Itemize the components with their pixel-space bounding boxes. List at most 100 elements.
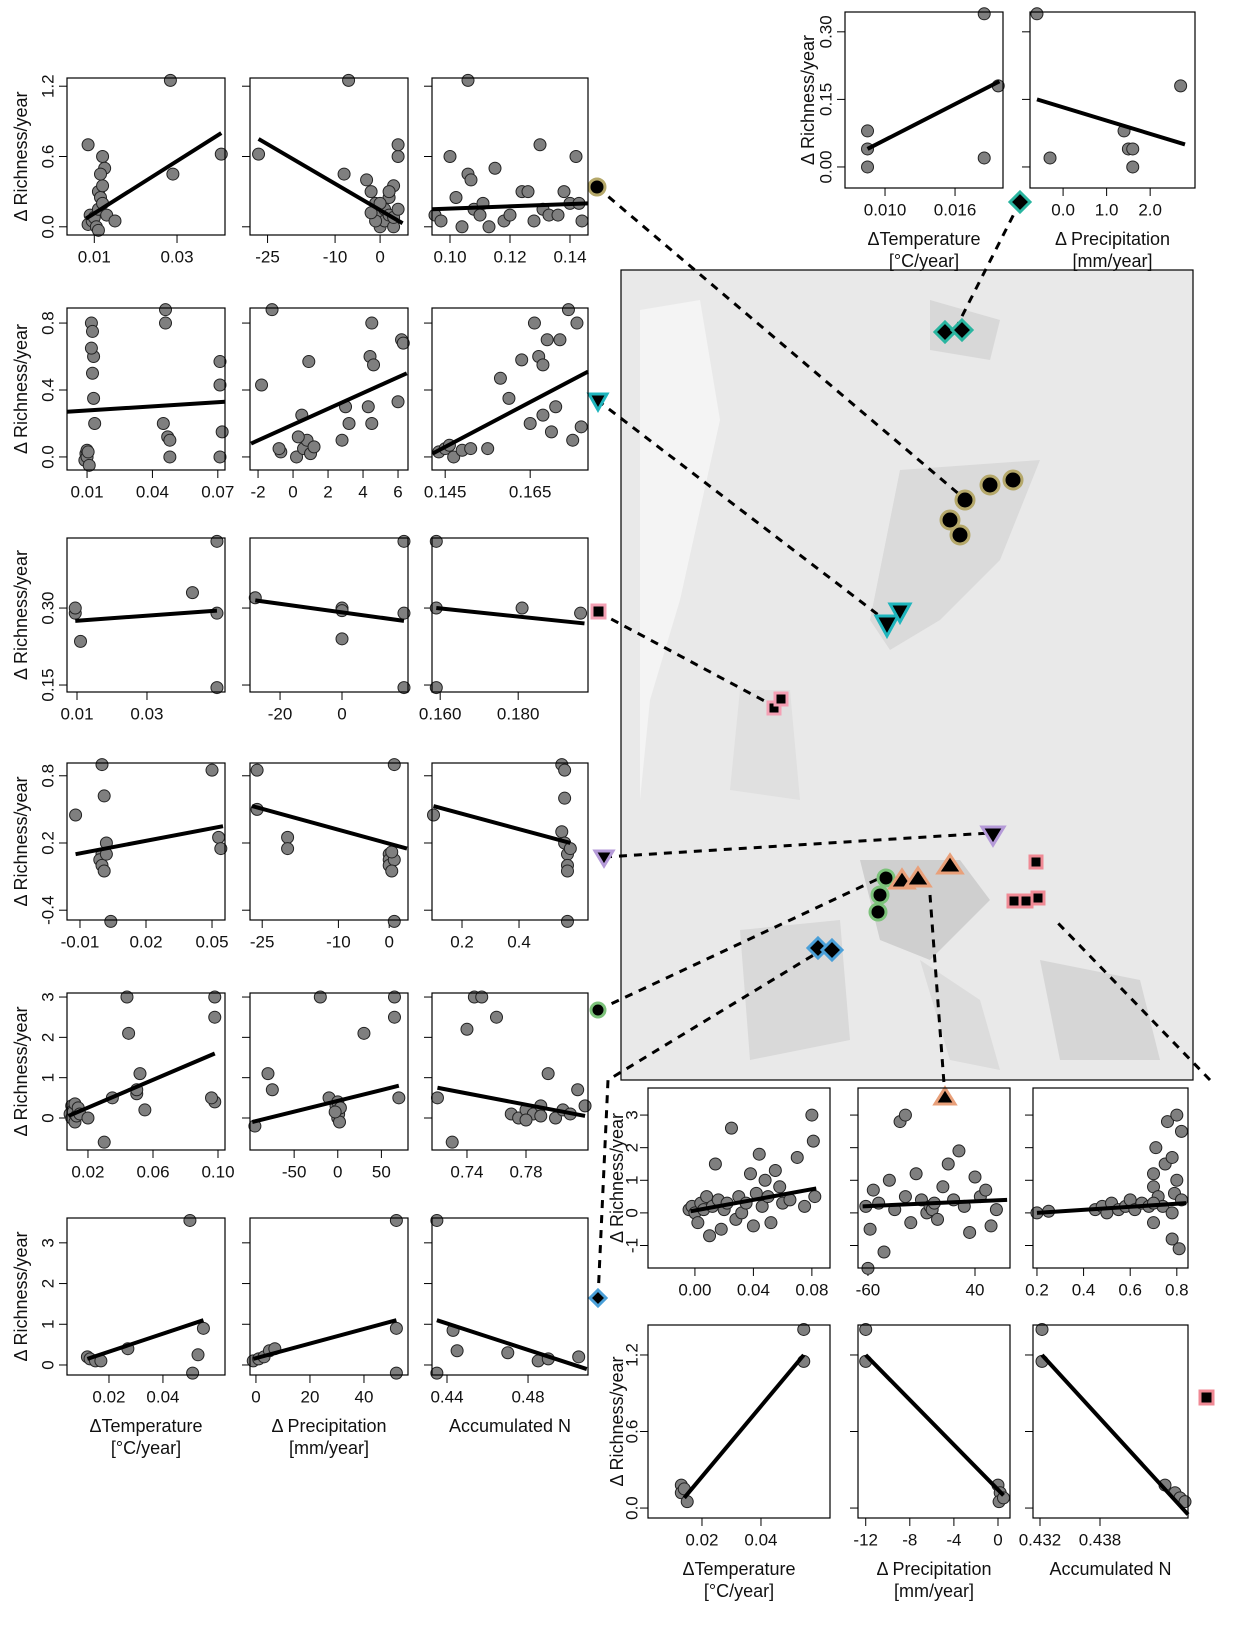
site-marker bbox=[1006, 893, 1022, 909]
point bbox=[255, 378, 269, 392]
point bbox=[166, 167, 180, 181]
point bbox=[473, 208, 487, 222]
point bbox=[904, 1216, 918, 1230]
fit-line bbox=[75, 608, 218, 623]
point bbox=[96, 150, 110, 163]
y-tick-label: 3 bbox=[622, 1110, 641, 1119]
y-tick-label: 0.0 bbox=[622, 1496, 641, 1520]
x-axis-label: [mm/year] bbox=[1072, 251, 1152, 271]
x-tick-label: 0 bbox=[993, 1530, 1002, 1549]
point bbox=[205, 1091, 219, 1105]
point bbox=[527, 316, 541, 330]
x-tick-label: 0.0 bbox=[1051, 200, 1075, 219]
x-tick-label: -4 bbox=[946, 1530, 961, 1549]
site-marker bbox=[939, 509, 961, 531]
land bbox=[640, 300, 720, 800]
site-marker bbox=[868, 902, 888, 922]
y-tick-label: 0.6 bbox=[622, 1420, 641, 1444]
site-marker bbox=[1018, 893, 1034, 909]
point bbox=[391, 150, 405, 163]
x-tick-label: -12 bbox=[853, 1530, 878, 1549]
panel: 0.01 0.03 0.0 0.6 1.2 Δ Richness/year bbox=[11, 73, 228, 266]
x-tick-label: 0 bbox=[251, 1387, 260, 1406]
x-axis-label: Accumulated N bbox=[449, 1416, 571, 1436]
x-tick-label: 0.438 bbox=[1079, 1530, 1122, 1549]
x-axis-label: [°C/year] bbox=[111, 1438, 181, 1458]
point bbox=[806, 1134, 820, 1148]
point bbox=[808, 1190, 822, 1204]
point bbox=[570, 316, 584, 330]
point bbox=[85, 324, 99, 338]
point bbox=[743, 1167, 757, 1181]
site-marker bbox=[590, 603, 607, 620]
point bbox=[104, 914, 118, 928]
x-tick-label: 1.0 bbox=[1095, 200, 1119, 219]
point bbox=[931, 1212, 945, 1226]
point bbox=[215, 425, 229, 439]
point bbox=[205, 763, 219, 777]
point bbox=[214, 842, 228, 856]
point bbox=[443, 150, 457, 163]
x-tick-label: 50 bbox=[372, 1162, 391, 1181]
x-tick-label: -0.01 bbox=[61, 932, 100, 951]
plot-frame bbox=[66, 1217, 226, 1376]
y-tick-label: 2 bbox=[38, 1033, 57, 1042]
point bbox=[382, 185, 396, 199]
point bbox=[120, 990, 134, 1004]
plot-frame bbox=[857, 1324, 1011, 1519]
x-tick-label: 0.14 bbox=[553, 247, 586, 266]
point bbox=[430, 1366, 444, 1380]
point bbox=[561, 303, 575, 317]
plot-frame bbox=[66, 762, 226, 921]
point bbox=[94, 167, 108, 181]
point bbox=[898, 1108, 912, 1122]
x-tick-label: 0.12 bbox=[493, 247, 526, 266]
x-tick-label: 0.06 bbox=[136, 1162, 169, 1181]
point bbox=[265, 303, 279, 317]
point bbox=[387, 758, 401, 772]
y-axis-label: Δ Richness/year bbox=[11, 550, 31, 680]
point bbox=[391, 395, 405, 409]
fit-line bbox=[257, 137, 404, 226]
x-tick-label: -50 bbox=[282, 1162, 307, 1181]
panel: 0.2 0.4 0.6 0.8 bbox=[1025, 1087, 1189, 1299]
point bbox=[861, 160, 875, 174]
x-tick-label: 0.2 bbox=[1025, 1280, 1049, 1299]
point bbox=[575, 214, 589, 228]
y-axis-label: Δ Richness/year bbox=[11, 91, 31, 221]
x-tick-label: 0.02 bbox=[71, 1162, 104, 1181]
point bbox=[1126, 142, 1140, 156]
point bbox=[572, 1350, 586, 1364]
fit-line bbox=[432, 804, 571, 845]
point bbox=[489, 1010, 503, 1024]
fit-line bbox=[1040, 1353, 1190, 1516]
fit-line bbox=[250, 371, 408, 446]
y-tick-label: 0 bbox=[38, 1113, 57, 1122]
x-tick-label: 0.03 bbox=[160, 247, 193, 266]
point bbox=[328, 1105, 342, 1119]
point bbox=[571, 1083, 585, 1097]
y-tick-label: -0.4 bbox=[38, 896, 57, 925]
point bbox=[680, 1495, 694, 1509]
plot-frame bbox=[249, 77, 409, 236]
point bbox=[790, 1150, 804, 1164]
point bbox=[191, 1348, 205, 1362]
point bbox=[250, 763, 264, 777]
point bbox=[360, 173, 374, 187]
x-axis-label: ΔTemperature bbox=[682, 1559, 795, 1579]
point bbox=[397, 681, 411, 695]
point bbox=[445, 1135, 459, 1149]
point bbox=[805, 1108, 819, 1122]
y-tick-label: 0.0 bbox=[38, 215, 57, 239]
point bbox=[488, 161, 502, 175]
x-tick-label: -8 bbox=[902, 1530, 917, 1549]
point bbox=[365, 316, 379, 330]
y-tick-label: 0.30 bbox=[38, 591, 57, 624]
fit-line bbox=[682, 1353, 806, 1500]
plot-frame bbox=[431, 537, 589, 693]
point bbox=[387, 914, 401, 928]
y-tick-label: 0.00 bbox=[816, 150, 835, 183]
point bbox=[213, 355, 227, 369]
x-tick-label: 0.44 bbox=[430, 1387, 463, 1406]
x-tick-label: 0.160 bbox=[419, 704, 462, 723]
